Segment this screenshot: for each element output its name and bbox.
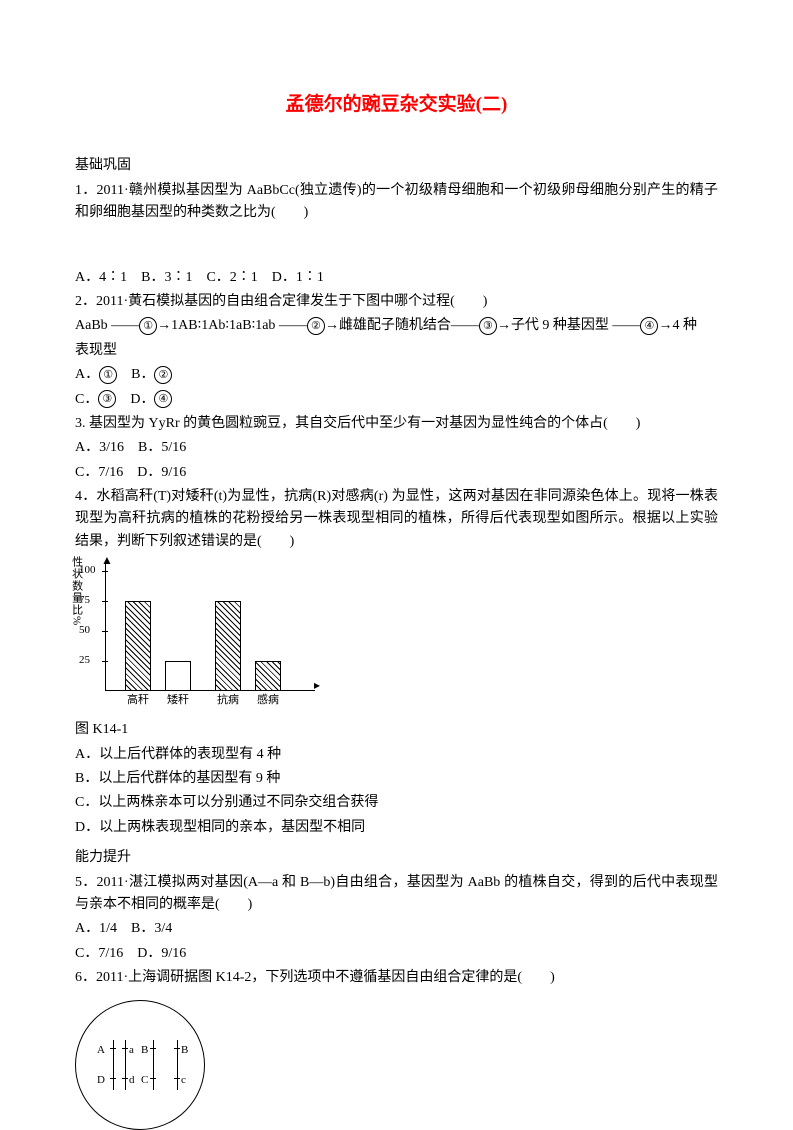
question-4-c: C．以上两株亲本可以分别通过不同杂交组合获得 <box>75 792 718 814</box>
bar-label-kangbing: 抗病 <box>213 692 243 710</box>
section-basic: 基础巩固 <box>75 155 718 177</box>
question-1: 1．2011·赣州模拟基因型为 AaBbCc(独立遗传)的一个初级精母细胞和一个… <box>75 180 718 225</box>
bar-label-aigan: 矮秆 <box>163 692 193 710</box>
flow-text-3: →雌雄配子随机结合―― <box>325 318 479 333</box>
circled-3: ③ <box>479 317 497 335</box>
flow-text-4: →子代 9 种基因型 ―― <box>497 318 641 333</box>
question-2-opt-cd: C．③ D．④ <box>75 389 718 411</box>
bar-ganbing <box>255 661 281 691</box>
bar-label-gaogan: 高秆 <box>123 692 153 710</box>
question-2-flow: AaBb ――①→1AB∶1Ab∶1aB∶1ab ――②→雌雄配子随机结合――③… <box>75 315 718 337</box>
flow-text-5: →4 种 <box>658 318 697 333</box>
question-4-b: B．以上后代群体的基因型有 9 种 <box>75 768 718 790</box>
bar-kangbing <box>215 601 241 691</box>
bar-chart: 性状数量比% ▲ ▸ 100 75 50 25 高秆 矮秆 抗病 感病 <box>75 561 718 711</box>
question-6: 6．2011·上海调研据图 K14-2，下列选项中不遵循基因自由组合定律的是( … <box>75 967 718 989</box>
y-tick-75: 75 <box>79 592 90 610</box>
flow-text-2: →1AB∶1Ab∶1aB∶1ab ―― <box>157 318 307 333</box>
question-5-opt-ab: A．1/4 B．3/4 <box>75 918 718 940</box>
section-advanced: 能力提升 <box>75 847 718 869</box>
question-5: 5．2011·湛江模拟两对基因(A―a 和 B―b)自由组合，基因型为 AaBb… <box>75 872 718 917</box>
bar-label-ganbing: 感病 <box>253 692 283 710</box>
question-3-opt-ab: A．3/16 B．5/16 <box>75 437 718 459</box>
flow-text-1: AaBb ―― <box>75 318 139 333</box>
circled-2: ② <box>307 317 325 335</box>
bar-gaogan <box>125 601 151 691</box>
gene-A: A <box>97 1042 105 1060</box>
gene-D: D <box>97 1072 105 1090</box>
figure-label: 图 K14-1 <box>75 719 718 741</box>
gene-B: B <box>141 1042 148 1060</box>
chromosome-diagram: A a D d B B C c <box>75 1000 205 1130</box>
question-2: 2．2011·黄石模拟基因的自由组合定律发生于下图中哪个过程( ) <box>75 291 718 313</box>
y-tick-25: 25 <box>79 652 90 670</box>
question-4: 4．水稻高秆(T)对矮秆(t)为显性，抗病(R)对感病(r) 为显性，这两对基因… <box>75 486 718 553</box>
question-3: 3. 基因型为 YyRr 的黄色圆粒豌豆，其自交后代中至少有一对基因为显性纯合的… <box>75 413 718 435</box>
question-2-flow-b: 表现型 <box>75 340 718 362</box>
question-2-opt-ab: A．① B．② <box>75 364 718 386</box>
bar-aigan <box>165 661 191 691</box>
gene-a: a <box>129 1042 134 1060</box>
question-4-a: A．以上后代群体的表现型有 4 种 <box>75 744 718 766</box>
gene-C: C <box>141 1072 148 1090</box>
gene-c: c <box>181 1072 186 1090</box>
document-title: 孟德尔的豌豆杂交实验(二) <box>75 90 718 120</box>
circled-1: ① <box>139 317 157 335</box>
circled-4: ④ <box>640 317 658 335</box>
chart-y-arrow: ▲ <box>101 551 113 570</box>
chart-x-arrow: ▸ <box>314 676 320 695</box>
question-1-options: A．4∶1 B．3∶1 C．2∶1 D．1∶1 <box>75 267 718 289</box>
y-tick-100: 100 <box>79 562 96 580</box>
question-3-opt-cd: C．7/16 D．9/16 <box>75 462 718 484</box>
gene-b: B <box>181 1042 188 1060</box>
y-tick-50: 50 <box>79 622 90 640</box>
gene-d: d <box>129 1072 135 1090</box>
question-5-opt-cd: C．7/16 D．9/16 <box>75 943 718 965</box>
question-4-d: D．以上两株表现型相同的亲本，基因型不相同 <box>75 817 718 839</box>
